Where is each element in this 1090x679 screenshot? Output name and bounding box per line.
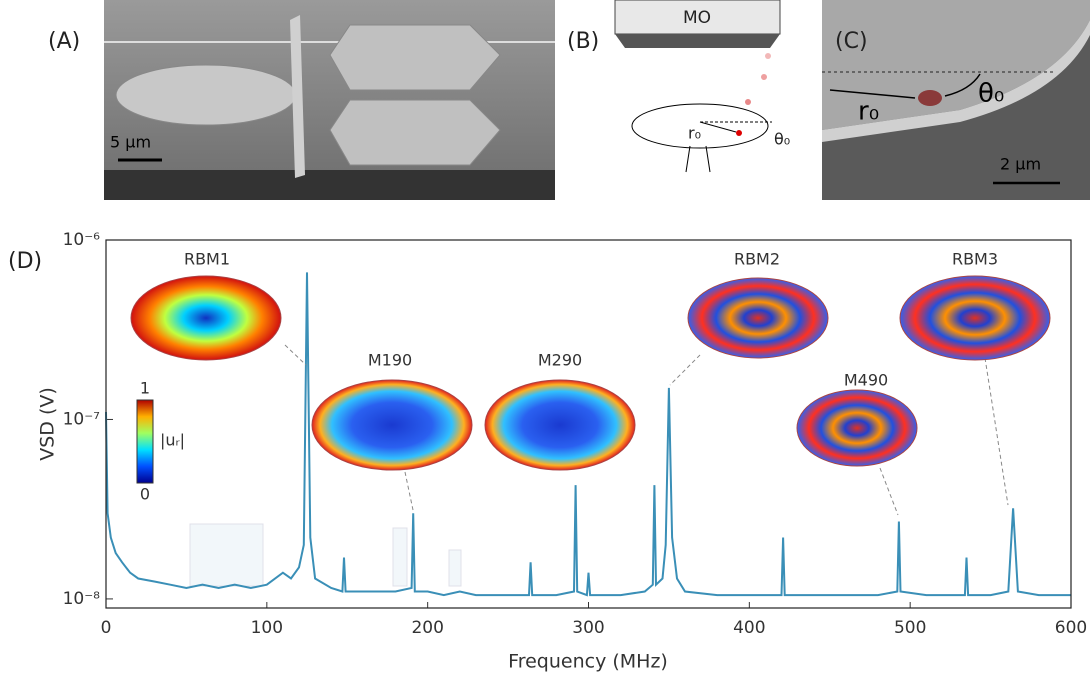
pillar <box>685 145 691 173</box>
particle <box>918 90 942 106</box>
colorbar <box>136 399 154 484</box>
disk-sketch <box>631 103 769 149</box>
pad <box>329 99 501 166</box>
disk-surface <box>822 0 1090 130</box>
x-tick-label: 600 <box>1055 618 1087 638</box>
highlight-box <box>189 523 264 587</box>
connector <box>669 354 701 386</box>
panel-label: (B) <box>567 29 599 54</box>
mode-label: M190 <box>368 351 412 370</box>
pillar <box>705 145 711 173</box>
x-tick-label: 200 <box>411 618 443 638</box>
mode-shape <box>311 379 473 471</box>
y-tick-label: 10⁻⁶ <box>63 230 101 250</box>
panel-label: (D) <box>8 249 42 274</box>
radius-label: r₀ <box>688 124 701 143</box>
fin <box>290 15 305 178</box>
objective-label: MO <box>683 8 711 28</box>
x-tick-label: 400 <box>733 618 765 638</box>
connector <box>984 357 1009 506</box>
mode-shape <box>796 389 918 467</box>
beam-dot <box>761 74 767 80</box>
mode-shape <box>687 277 829 359</box>
pad <box>329 24 501 91</box>
connector <box>879 467 899 516</box>
panel-c: (C) r₀ θ₀ 2 µm <box>822 0 1090 200</box>
y-axis-label: VSD (V) <box>37 387 59 461</box>
angle-label: θ₀ <box>978 79 1004 109</box>
x-tick-label: 0 <box>101 618 112 638</box>
colorbar-max: 1 <box>140 379 150 398</box>
panel-a: 5 µm (A) <box>48 0 555 200</box>
angle-arrow <box>944 73 981 97</box>
beam-dot <box>745 99 751 105</box>
mode-label: M290 <box>538 351 582 370</box>
scale-label: 5 µm <box>110 133 151 152</box>
panel-label: (C) <box>835 29 868 54</box>
particle <box>736 130 742 136</box>
mode-label: M490 <box>844 371 888 390</box>
disk-edge <box>822 20 1090 142</box>
mode-shape <box>130 275 282 361</box>
x-tick-label: 100 <box>251 618 283 638</box>
mode-shape <box>899 275 1051 361</box>
radius-arrow <box>699 121 737 133</box>
radius-label: r₀ <box>858 97 879 127</box>
x-axis-label: Frequency (MHz) <box>508 651 668 673</box>
highlight-box <box>448 549 462 587</box>
spectrum-line <box>105 272 1071 597</box>
beam-dot <box>765 53 771 59</box>
panel-b: (B) MO r₀ θ₀ <box>567 0 790 173</box>
y-tick-label: 10⁻⁸ <box>63 589 101 609</box>
mode-label: RBM3 <box>952 250 998 269</box>
plot-frame <box>105 239 1072 609</box>
connector <box>284 344 307 366</box>
y-tick-label: 10⁻⁷ <box>63 409 101 429</box>
substrate <box>104 170 555 200</box>
mode-label: RBM1 <box>184 250 230 269</box>
colorbar-min: 0 <box>140 485 150 504</box>
objective <box>614 0 781 35</box>
angle-label: θ₀ <box>774 130 790 149</box>
mode-label: RBM2 <box>734 250 780 269</box>
colorbar-label: |uᵣ| <box>160 431 185 450</box>
panel-d: (D) Frequency (MHz) VSD (V) <box>8 249 668 673</box>
x-tick-label: 300 <box>572 618 604 638</box>
scale-label: 2 µm <box>1000 155 1041 174</box>
panel-label: (A) <box>48 29 80 54</box>
x-tick-label: 500 <box>894 618 926 638</box>
highlight-box <box>392 527 408 587</box>
connector <box>404 471 414 511</box>
radius-arrow <box>829 89 916 99</box>
disk <box>115 64 297 126</box>
objective-lens <box>615 34 780 48</box>
mode-shape <box>484 379 636 471</box>
